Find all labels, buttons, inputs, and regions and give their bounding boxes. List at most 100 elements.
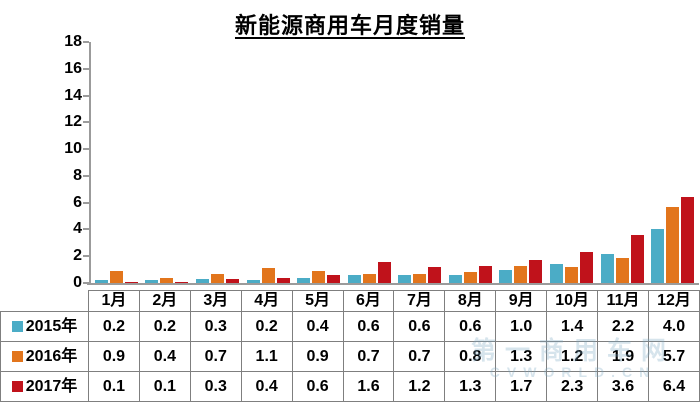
bar-2016年-11月: [615, 257, 629, 283]
y-axis-label: 8: [73, 166, 82, 184]
bar-2016年-2月: [160, 277, 174, 283]
value-cell-2015年-5月: 0.4: [291, 311, 344, 342]
value-cell-2017年-11月: 3.6: [597, 371, 649, 402]
legend-swatch-icon: [11, 350, 23, 362]
series-name: 2016年: [25, 347, 78, 365]
value-cell-2016年-10月: 1.2: [546, 341, 599, 372]
bar-2016年-7月: [413, 273, 427, 283]
y-axis-tick: [83, 201, 89, 204]
value-cell-2017年-5月: 0.6: [291, 371, 344, 402]
value-cell-2015年-6月: 0.6: [342, 311, 395, 342]
bar-2017年-11月: [630, 234, 644, 283]
value-cell-2015年-8月: 0.6: [444, 311, 497, 342]
month-header: 12月: [647, 290, 700, 312]
legend-cell-2016年: 2016年: [0, 341, 89, 372]
bar-group-8月: [445, 42, 496, 283]
bar-2017年-7月: [428, 266, 442, 283]
value-cell-2016年-7月: 0.7: [393, 341, 446, 372]
value-cell-2017年-10月: 2.3: [546, 371, 599, 402]
month-header: 5月: [291, 290, 344, 312]
bar-2016年-10月: [564, 266, 578, 283]
month-header: 11月: [597, 290, 649, 312]
month-header: 6月: [342, 290, 395, 312]
bar-2015年-11月: [600, 253, 614, 283]
chart-title-text: 新能源商用车月度销量: [234, 13, 465, 38]
value-cell-2016年-4月: 1.1: [240, 341, 293, 372]
y-axis-tick: [83, 67, 89, 70]
bar-2015年-3月: [195, 278, 209, 283]
bar-2017年-6月: [377, 261, 391, 283]
table-row-2017年: 2017年 0.1 0.1 0.3 0.4 0.6 1.6 1.2 1.3 1.7 2.3 3.6 6.…: [0, 371, 700, 402]
value-cell-2017年-7月: 1.2: [393, 371, 446, 402]
value-cell-2015年-4月: 0.2: [240, 311, 293, 342]
series-name: 2017年: [25, 377, 78, 395]
bar-group-6月: [344, 42, 395, 283]
bar-2016年-5月: [312, 270, 326, 283]
y-axis-tick: [83, 228, 89, 231]
bar-2015年-2月: [145, 280, 159, 283]
y-axis-label: 12: [64, 113, 82, 131]
value-cell-2016年-2月: 0.4: [138, 341, 191, 372]
bar-group-11月: [597, 42, 648, 283]
bar-2015年-1月: [94, 280, 108, 283]
y-axis-label: 4: [73, 220, 82, 238]
legend-swatch-icon: [11, 380, 23, 392]
value-cell-2017年-12月: 6.4: [647, 371, 700, 402]
table-row-2016年: 2016年 0.9 0.4 0.7 1.1 0.9 0.7 0.7 0.8 1.3 1.2 1.9 5.…: [0, 341, 700, 372]
table-header-row: 1月 2月 3月 4月 5月 6月 7月 8月 9月 10月 11月 12月: [0, 290, 700, 312]
value-cell-2017年-9月: 1.7: [495, 371, 548, 402]
bar-2016年-8月: [463, 272, 477, 283]
bar-series-area: [91, 42, 698, 283]
value-cell-2017年-2月: 0.1: [138, 371, 191, 402]
month-header: 3月: [189, 290, 242, 312]
y-axis-tick: [83, 41, 89, 43]
value-cell-2015年-9月: 1.0: [495, 311, 548, 342]
y-axis-label: 14: [64, 86, 82, 104]
y-axis-tick: [83, 174, 89, 177]
legend-cell-2015年: 2015年: [0, 311, 89, 342]
month-header: 4月: [240, 290, 293, 312]
bar-2015年-7月: [398, 274, 412, 283]
bar-2017年-2月: [175, 281, 189, 283]
value-cell-2016年-11月: 1.9: [597, 341, 649, 372]
bar-2017年-10月: [579, 252, 593, 283]
y-axis-label: 10: [64, 140, 82, 158]
y-axis-tick: [83, 121, 89, 124]
bar-group-3月: [192, 42, 243, 283]
month-header: 9月: [495, 290, 548, 312]
value-cell-2016年-12月: 5.7: [647, 341, 700, 372]
value-cell-2015年-10月: 1.4: [546, 311, 599, 342]
bar-group-5月: [293, 42, 344, 283]
value-cell-2015年-7月: 0.6: [393, 311, 446, 342]
value-cell-2015年-1月: 0.2: [88, 311, 140, 342]
bar-group-7月: [394, 42, 445, 283]
bar-2017年-1月: [124, 281, 138, 283]
legend-swatch-icon: [11, 320, 23, 332]
month-header: 2月: [138, 290, 191, 312]
bar-group-12月: [647, 42, 698, 283]
month-header: 10月: [546, 290, 599, 312]
value-cell-2015年-11月: 2.2: [597, 311, 649, 342]
bar-2016年-9月: [514, 265, 528, 283]
bar-2017年-8月: [478, 265, 492, 283]
table-corner-cell: [0, 290, 89, 312]
bar-group-9月: [496, 42, 547, 283]
bar-2017年-3月: [225, 278, 239, 283]
value-cell-2016年-1月: 0.9: [88, 341, 140, 372]
bar-2015年-4月: [246, 280, 260, 283]
bar-2017年-5月: [327, 274, 341, 283]
bar-2017年-12月: [681, 197, 695, 283]
value-cell-2016年-6月: 0.7: [342, 341, 395, 372]
value-cell-2015年-12月: 4.0: [647, 311, 700, 342]
bar-2016年-12月: [666, 206, 680, 283]
y-axis-label: 0: [73, 274, 82, 291]
bar-2015年-5月: [297, 277, 311, 283]
chart-title: 新能源商用车月度销量: [0, 8, 700, 40]
value-cell-2016年-9月: 1.3: [495, 341, 548, 372]
value-cell-2017年-6月: 1.6: [342, 371, 395, 402]
y-axis-tick: [83, 148, 89, 151]
value-cell-2015年-2月: 0.2: [138, 311, 191, 342]
y-axis-label: 16: [64, 59, 82, 77]
